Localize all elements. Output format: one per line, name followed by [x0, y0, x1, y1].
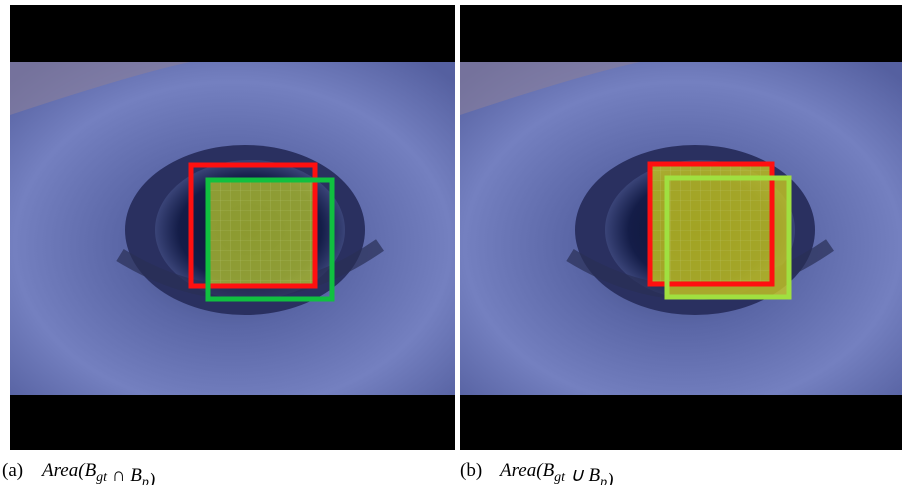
panel-b [460, 5, 902, 450]
formula-part: B [543, 460, 555, 481]
caption-label: (a) [2, 460, 23, 481]
formula-part: Area( [40, 460, 86, 481]
formula-part: ∪ [565, 465, 588, 485]
caption-label: (b) [460, 460, 482, 481]
panel-a [10, 5, 455, 450]
formula-part: B [130, 465, 142, 485]
formula-subscript: p [599, 475, 607, 485]
formula-part: B [85, 460, 97, 481]
figure: (a) Area(Bgt ∩ Bp) (b) Area(Bgt ∪ Bp) [0, 0, 902, 485]
formula-part: Area( [498, 460, 544, 481]
formula-subscript: p [141, 475, 149, 485]
formula-part: ) [606, 470, 613, 485]
formula-part: ) [148, 470, 155, 485]
captions: (a) Area(Bgt ∩ Bp) (b) Area(Bgt ∪ Bp) [2, 460, 613, 485]
formula-part: ∩ [107, 465, 130, 485]
caption-formula: Area(Bgt ∩ Bp) [40, 460, 155, 485]
formula-part: B [588, 465, 600, 485]
caption-formula: Area(Bgt ∪ Bp) [498, 460, 613, 485]
